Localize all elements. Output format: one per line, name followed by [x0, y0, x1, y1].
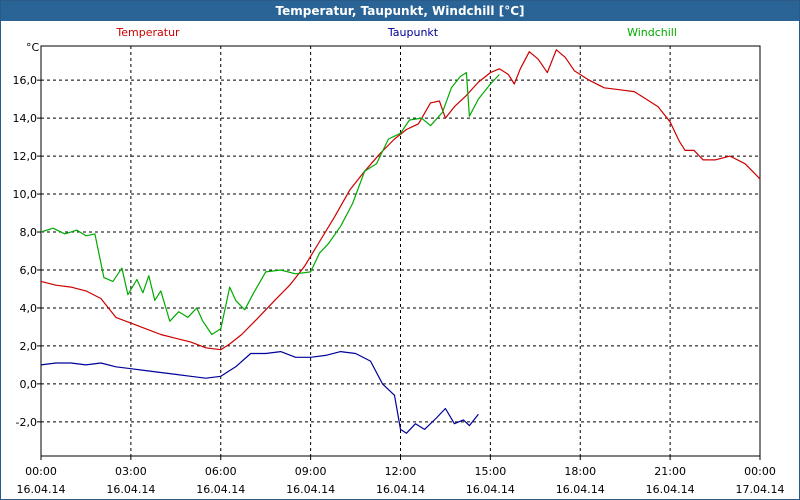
x-tick-time-label: 00:00 [744, 465, 776, 478]
y-tick-label: 14,0 [13, 112, 38, 125]
x-tick-date-label: 16.04.14 [17, 483, 66, 496]
y-tick-label: 4,0 [20, 302, 38, 315]
x-tick-time-label: 06:00 [205, 465, 237, 478]
legend-entry-windchill: Windchill [627, 26, 677, 39]
x-tick-date-label: 16.04.14 [376, 483, 425, 496]
plot-frame [40, 45, 761, 457]
y-axis-unit-label: °C [26, 41, 40, 54]
y-tick-label: 16,0 [13, 74, 38, 87]
chart-plot: -2,0 0,0 2,0 4,0 6,0 8,0 10,0 12,0 14,0 16,0 00:00… [13, 26, 785, 496]
x-tick-time-label: 09:00 [295, 465, 327, 478]
y-tick-label: 0,0 [20, 378, 38, 391]
legend-entry-temperatur: Temperatur [115, 26, 180, 39]
series-line-windchill [40, 71, 500, 336]
x-tick-time-label: 15:00 [475, 465, 507, 478]
x-tick-time-label: 03:00 [115, 465, 147, 478]
y-tick-label: 2,0 [20, 340, 38, 353]
x-tick-date-label: 16.04.14 [556, 483, 605, 496]
y-tick-label: 6,0 [20, 264, 38, 277]
y-tick-label: 10,0 [13, 188, 38, 201]
x-tick-date-label: 17.04.14 [736, 483, 785, 496]
x-tick-date-label: 16.04.14 [466, 483, 515, 496]
x-tick-date-label: 16.04.14 [106, 483, 155, 496]
x-tick-time-label: 18:00 [564, 465, 596, 478]
x-tick-date-label: 16.04.14 [196, 483, 245, 496]
y-tick-label: -2,0 [16, 416, 37, 429]
window-title: Temperatur, Taupunkt, Windchill [°C] [1, 1, 799, 21]
x-tick-time-label: 21:00 [654, 465, 686, 478]
series-line-temperatur [40, 49, 761, 351]
series-line-taupunkt [40, 351, 479, 434]
y-tick-label: 12,0 [13, 150, 38, 163]
x-tick-time-label: 12:00 [385, 465, 417, 478]
x-tick-date-label: 16.04.14 [646, 483, 695, 496]
y-tick-label: 8,0 [20, 226, 38, 239]
x-tick-time-label: 00:00 [25, 465, 57, 478]
legend-entry-taupunkt: Taupunkt [387, 26, 439, 39]
x-tick-date-label: 16.04.14 [286, 483, 335, 496]
